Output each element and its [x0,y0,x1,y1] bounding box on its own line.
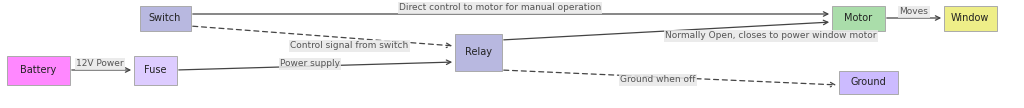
Text: Window: Window [951,13,989,23]
FancyBboxPatch shape [139,6,190,30]
Text: Switch: Switch [148,13,181,23]
Text: Ground when off: Ground when off [620,75,695,84]
FancyBboxPatch shape [943,6,996,30]
Text: Normally Open, closes to power window motor: Normally Open, closes to power window mo… [665,32,877,40]
Text: Moves: Moves [899,7,929,17]
FancyBboxPatch shape [831,6,885,30]
FancyBboxPatch shape [6,56,70,84]
Text: Motor: Motor [844,13,872,23]
FancyBboxPatch shape [839,71,897,94]
Text: Relay: Relay [465,47,492,57]
FancyBboxPatch shape [455,33,502,71]
FancyBboxPatch shape [133,56,176,84]
Text: Battery: Battery [19,65,56,75]
Text: 12V Power: 12V Power [76,60,124,68]
Text: Control signal from switch: Control signal from switch [290,41,409,51]
Text: Fuse: Fuse [143,65,166,75]
Text: Direct control to motor for manual operation: Direct control to motor for manual opera… [399,3,601,13]
Text: Ground: Ground [850,77,886,87]
Text: Power supply: Power supply [280,60,340,68]
